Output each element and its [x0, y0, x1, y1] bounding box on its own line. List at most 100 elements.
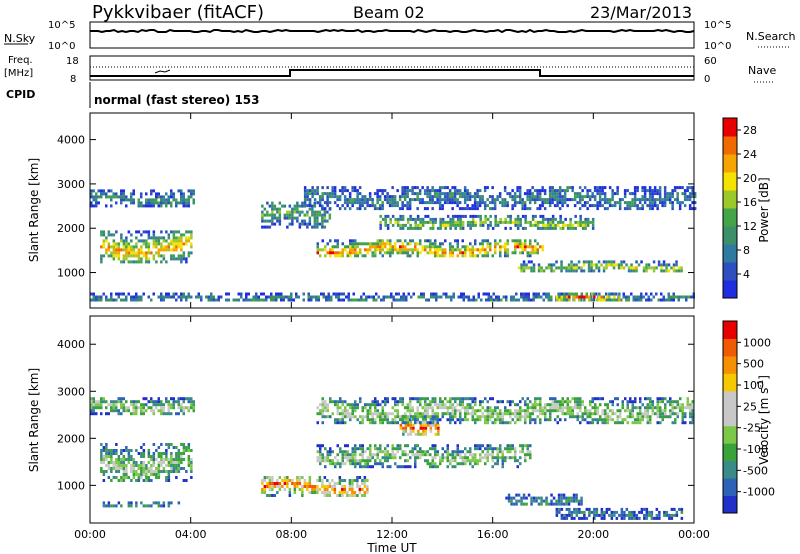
echo-cell — [526, 251, 529, 255]
echo-cell — [565, 292, 568, 296]
echo-cell — [524, 248, 527, 252]
echo-cell — [187, 458, 191, 461]
echo-cell — [616, 421, 619, 425]
echo-cell — [135, 403, 138, 407]
echo-cell — [596, 207, 599, 211]
echo-cell — [662, 263, 666, 267]
echo-cell — [594, 397, 597, 401]
echo-cell — [474, 400, 477, 404]
echo-cell — [509, 220, 512, 224]
echo-cell — [341, 450, 344, 454]
echo-cell — [512, 496, 516, 500]
echo-cell — [514, 248, 517, 252]
echo-cell — [402, 292, 405, 296]
echo-cell — [117, 467, 121, 470]
echo-cell — [645, 266, 648, 270]
echo-cell — [303, 482, 307, 485]
echo-cell — [389, 242, 392, 246]
echo-cell — [631, 192, 634, 196]
echo-cell — [313, 222, 317, 226]
echo-cell — [578, 195, 582, 199]
echo-cell — [663, 189, 667, 193]
echo-cell — [595, 266, 598, 270]
echo-cell — [671, 195, 674, 199]
echo-cell — [318, 222, 322, 226]
echo-cell — [110, 204, 113, 208]
echo-cell — [400, 298, 403, 302]
echo-cell — [439, 226, 442, 230]
echo-cell — [429, 220, 432, 224]
echo-cell — [361, 198, 364, 202]
echo-cell — [571, 409, 574, 413]
echo-cell — [110, 251, 113, 255]
echo-cell — [615, 263, 618, 267]
echo-cell — [488, 201, 492, 205]
echo-cell — [308, 201, 312, 205]
echo-cell — [177, 295, 180, 299]
echo-cell — [313, 225, 317, 229]
echo-cell — [376, 412, 379, 416]
echo-cell — [689, 412, 692, 416]
echo-cell — [341, 485, 344, 488]
echo-cell — [336, 459, 339, 463]
echo-cell — [160, 195, 163, 199]
echo-cell — [341, 453, 344, 457]
echo-cell — [503, 204, 507, 208]
echo-cell — [416, 207, 419, 211]
echo-cell — [298, 222, 302, 226]
echo-cell — [431, 195, 434, 199]
echo-cell — [583, 195, 587, 199]
echo-cell — [105, 236, 108, 240]
echo-cell — [268, 219, 272, 223]
echo-cell — [376, 453, 379, 457]
echo-cell — [484, 217, 487, 221]
echo-cell — [511, 220, 515, 224]
echo-cell — [544, 406, 547, 410]
freq-trace — [90, 69, 694, 77]
echo-cell — [669, 412, 672, 416]
echo-cell — [611, 198, 614, 202]
echo-cell — [529, 223, 532, 227]
echo-cell — [436, 254, 439, 258]
echo-cell — [414, 245, 417, 249]
echo-cell — [444, 403, 447, 407]
echo-cell — [180, 198, 183, 202]
echo-cell — [172, 403, 175, 407]
echo-cell — [321, 412, 324, 416]
echo-cell — [656, 189, 659, 193]
echo-cell — [421, 397, 424, 401]
echo-cell — [147, 452, 151, 455]
echo-cell — [555, 510, 559, 514]
echo-cell — [336, 403, 339, 407]
echo-cell — [641, 204, 644, 208]
echo-cell — [165, 400, 168, 404]
echo-cell — [647, 295, 650, 299]
echo-cell — [135, 470, 138, 473]
echo-cell — [603, 207, 607, 211]
echo-cell — [516, 409, 519, 413]
echo-cell — [461, 245, 464, 249]
echo-cell — [273, 213, 277, 217]
echo-cell — [401, 201, 404, 205]
echo-cell — [384, 418, 387, 422]
echo-cell — [431, 201, 434, 205]
echo-cell — [481, 400, 484, 404]
echo-cell — [454, 465, 457, 469]
echo-cell — [95, 192, 98, 196]
echo-cell — [439, 220, 442, 224]
echo-cell — [120, 461, 123, 464]
echo-cell — [605, 266, 608, 270]
echo-cell — [185, 479, 188, 482]
echo-cell — [396, 223, 400, 227]
echo-cell — [287, 298, 290, 302]
echo-cell — [351, 494, 354, 497]
echo-cell — [349, 462, 352, 466]
echo-cell — [190, 233, 193, 237]
echo-cell — [363, 198, 367, 202]
echo-cell — [446, 453, 449, 457]
echo-cell — [346, 412, 349, 416]
echo-cell — [404, 453, 407, 457]
echo-cell — [561, 223, 565, 227]
echo-cell — [519, 450, 522, 454]
echo-cell — [466, 245, 469, 249]
